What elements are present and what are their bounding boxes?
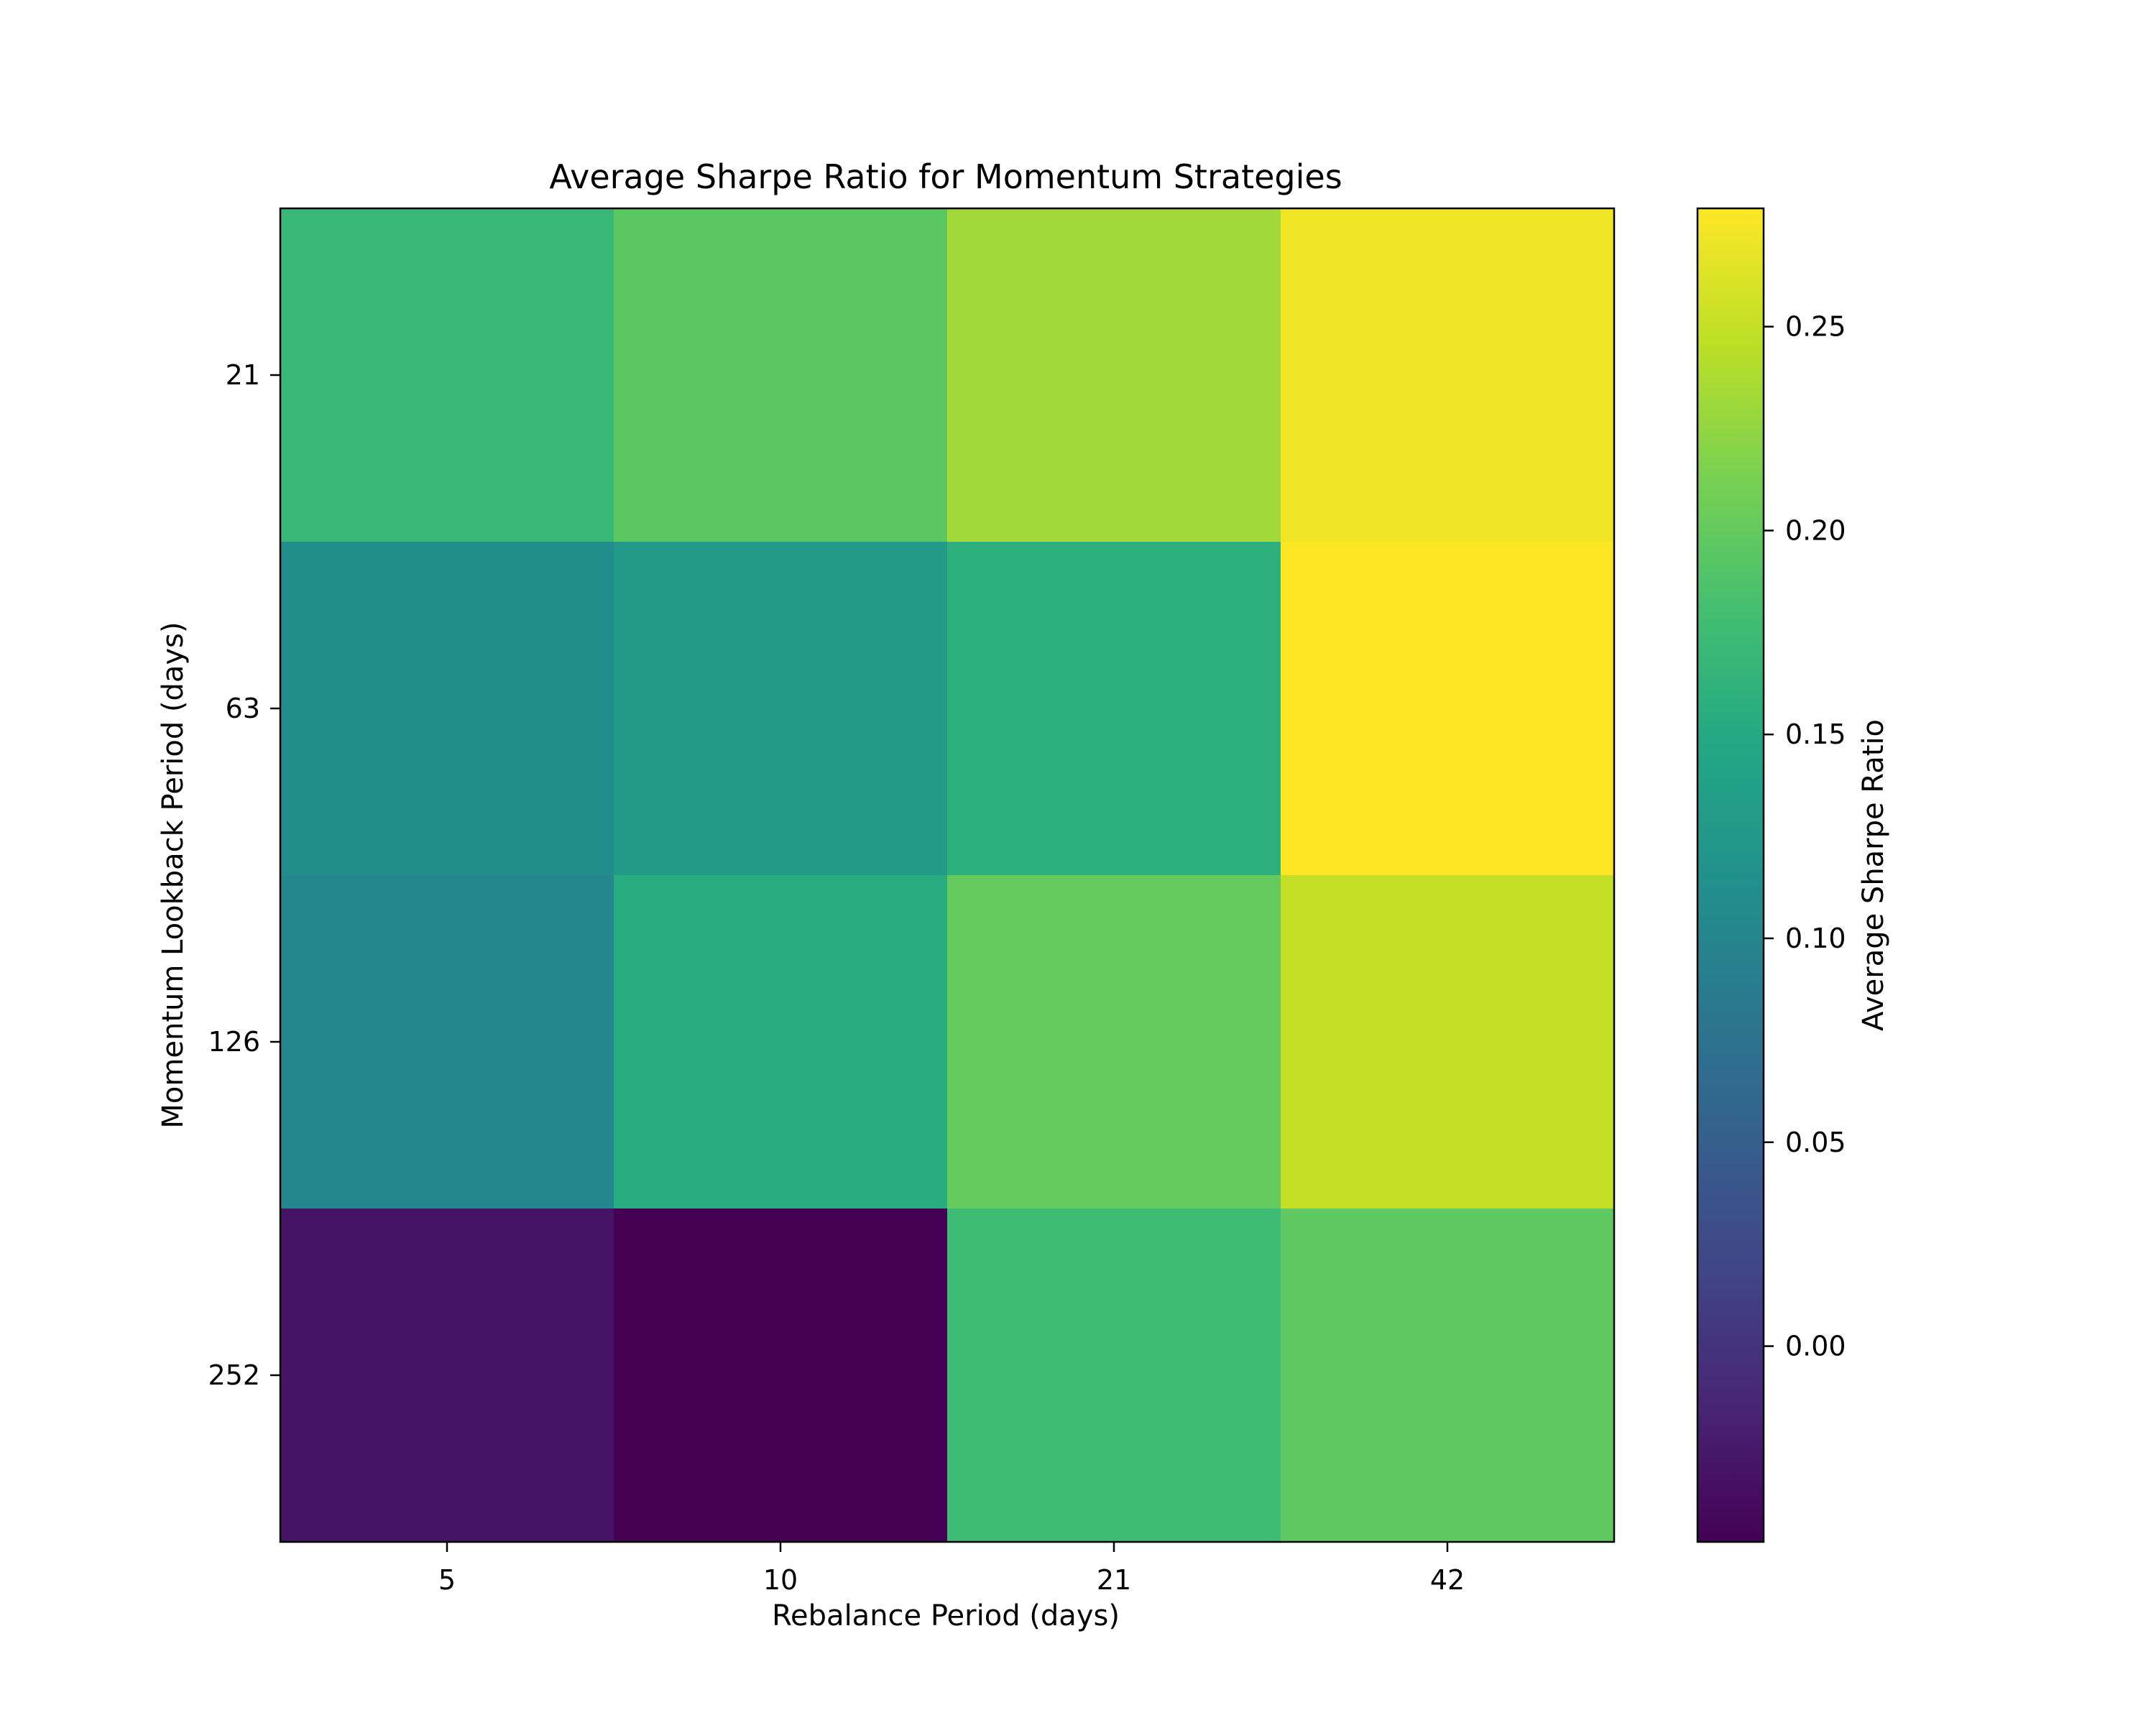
colorbar-tick-label: 0.25 (1785, 311, 1846, 343)
y-tick-label: 63 (226, 693, 260, 724)
heatmap-cell (1281, 1209, 1615, 1543)
heatmap-cell (614, 875, 948, 1209)
heatmap-cell (947, 208, 1281, 542)
x-tick-label: 10 (763, 1564, 798, 1596)
y-tick-label: 126 (208, 1026, 260, 1058)
chart-title: Average Sharpe Ratio for Momentum Strate… (549, 157, 1342, 196)
heatmap-cell (614, 1209, 948, 1543)
colorbar-tick-label: 0.05 (1785, 1127, 1846, 1158)
x-axis-ticks: 5 10 21 42 (438, 1542, 1465, 1596)
heatmap-cell (280, 1209, 614, 1543)
x-axis-label: Rebalance Period (days) (772, 1599, 1120, 1632)
plot-frame (279, 207, 1616, 1543)
colorbar (1696, 207, 1765, 1543)
heatmap-cell (1281, 542, 1615, 876)
colorbar-tick-label: 0.10 (1785, 923, 1846, 954)
heatmap-cells (280, 208, 1615, 1543)
heatmap-cell (1281, 208, 1615, 542)
y-axis-label: Momentum Lookback Period (days) (157, 622, 190, 1128)
x-tick-label: 5 (438, 1564, 456, 1596)
y-axis-ticks: 21 63 126 252 (208, 359, 280, 1391)
heatmap-cell (947, 542, 1281, 876)
y-tick-label: 252 (208, 1359, 260, 1391)
heatmap-cell (1281, 875, 1615, 1209)
heatmap-cell (280, 542, 614, 876)
y-tick-label: 21 (226, 359, 260, 391)
heatmap-cell (614, 208, 948, 542)
colorbar-label: Average Sharpe Ratio (1857, 719, 1890, 1031)
colorbar-tick-label: 0.00 (1785, 1331, 1846, 1362)
colorbar-tick-label: 0.20 (1785, 514, 1846, 546)
heatmap-cell (280, 208, 614, 542)
heatmap-cell (280, 875, 614, 1209)
heatmap-cell (947, 1209, 1281, 1543)
colorbar-tick-label: 0.15 (1785, 719, 1846, 750)
x-tick-label: 21 (1097, 1564, 1131, 1596)
heatmap-cell (614, 542, 948, 876)
colorbar-ticks: 0.00 0.05 0.10 0.15 0.20 0.25 (1764, 311, 1846, 1362)
x-tick-label: 42 (1430, 1564, 1465, 1596)
heatmap-cell (947, 875, 1281, 1209)
